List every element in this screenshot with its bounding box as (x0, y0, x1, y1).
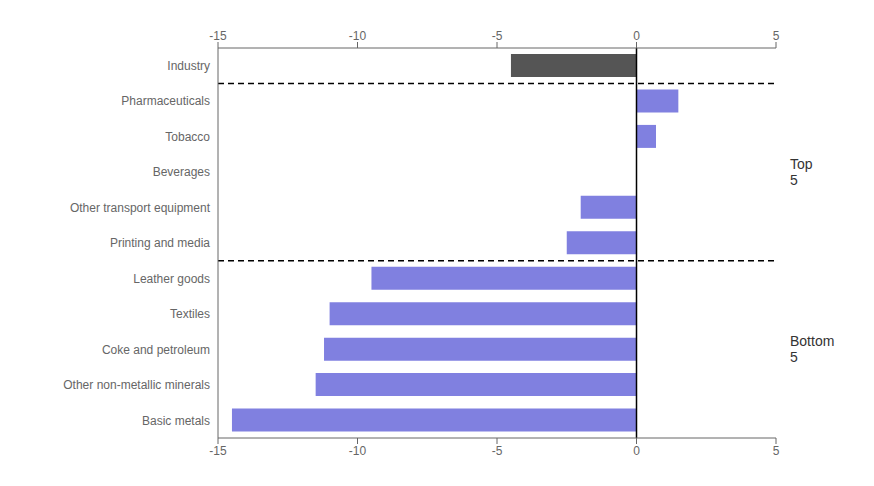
svg-text:Top5: Top5 (790, 156, 813, 188)
svg-text:0: 0 (633, 444, 640, 458)
svg-text:5: 5 (773, 29, 780, 43)
svg-text:-15: -15 (209, 444, 227, 458)
svg-text:Beverages: Beverages (153, 165, 210, 179)
svg-text:Printing and media: Printing and media (110, 236, 210, 250)
svg-text:-10: -10 (349, 444, 367, 458)
svg-text:Industry: Industry (167, 59, 210, 73)
svg-text:Tobacco: Tobacco (165, 130, 210, 144)
svg-text:Leather goods: Leather goods (133, 272, 210, 286)
svg-text:5: 5 (773, 444, 780, 458)
svg-text:Pharmaceuticals: Pharmaceuticals (121, 94, 210, 108)
svg-text:Other non-metallic minerals: Other non-metallic minerals (63, 378, 210, 392)
svg-text:-5: -5 (492, 29, 503, 43)
svg-text:Textiles: Textiles (170, 307, 210, 321)
svg-text:-15: -15 (209, 29, 227, 43)
svg-text:-10: -10 (349, 29, 367, 43)
svg-text:Basic metals: Basic metals (142, 414, 210, 428)
svg-text:-5: -5 (492, 444, 503, 458)
svg-text:0: 0 (633, 29, 640, 43)
svg-text:Other transport equipment: Other transport equipment (70, 201, 211, 215)
svg-text:Coke and petroleum: Coke and petroleum (102, 343, 210, 357)
svg-text:Bottom5: Bottom5 (790, 333, 834, 365)
